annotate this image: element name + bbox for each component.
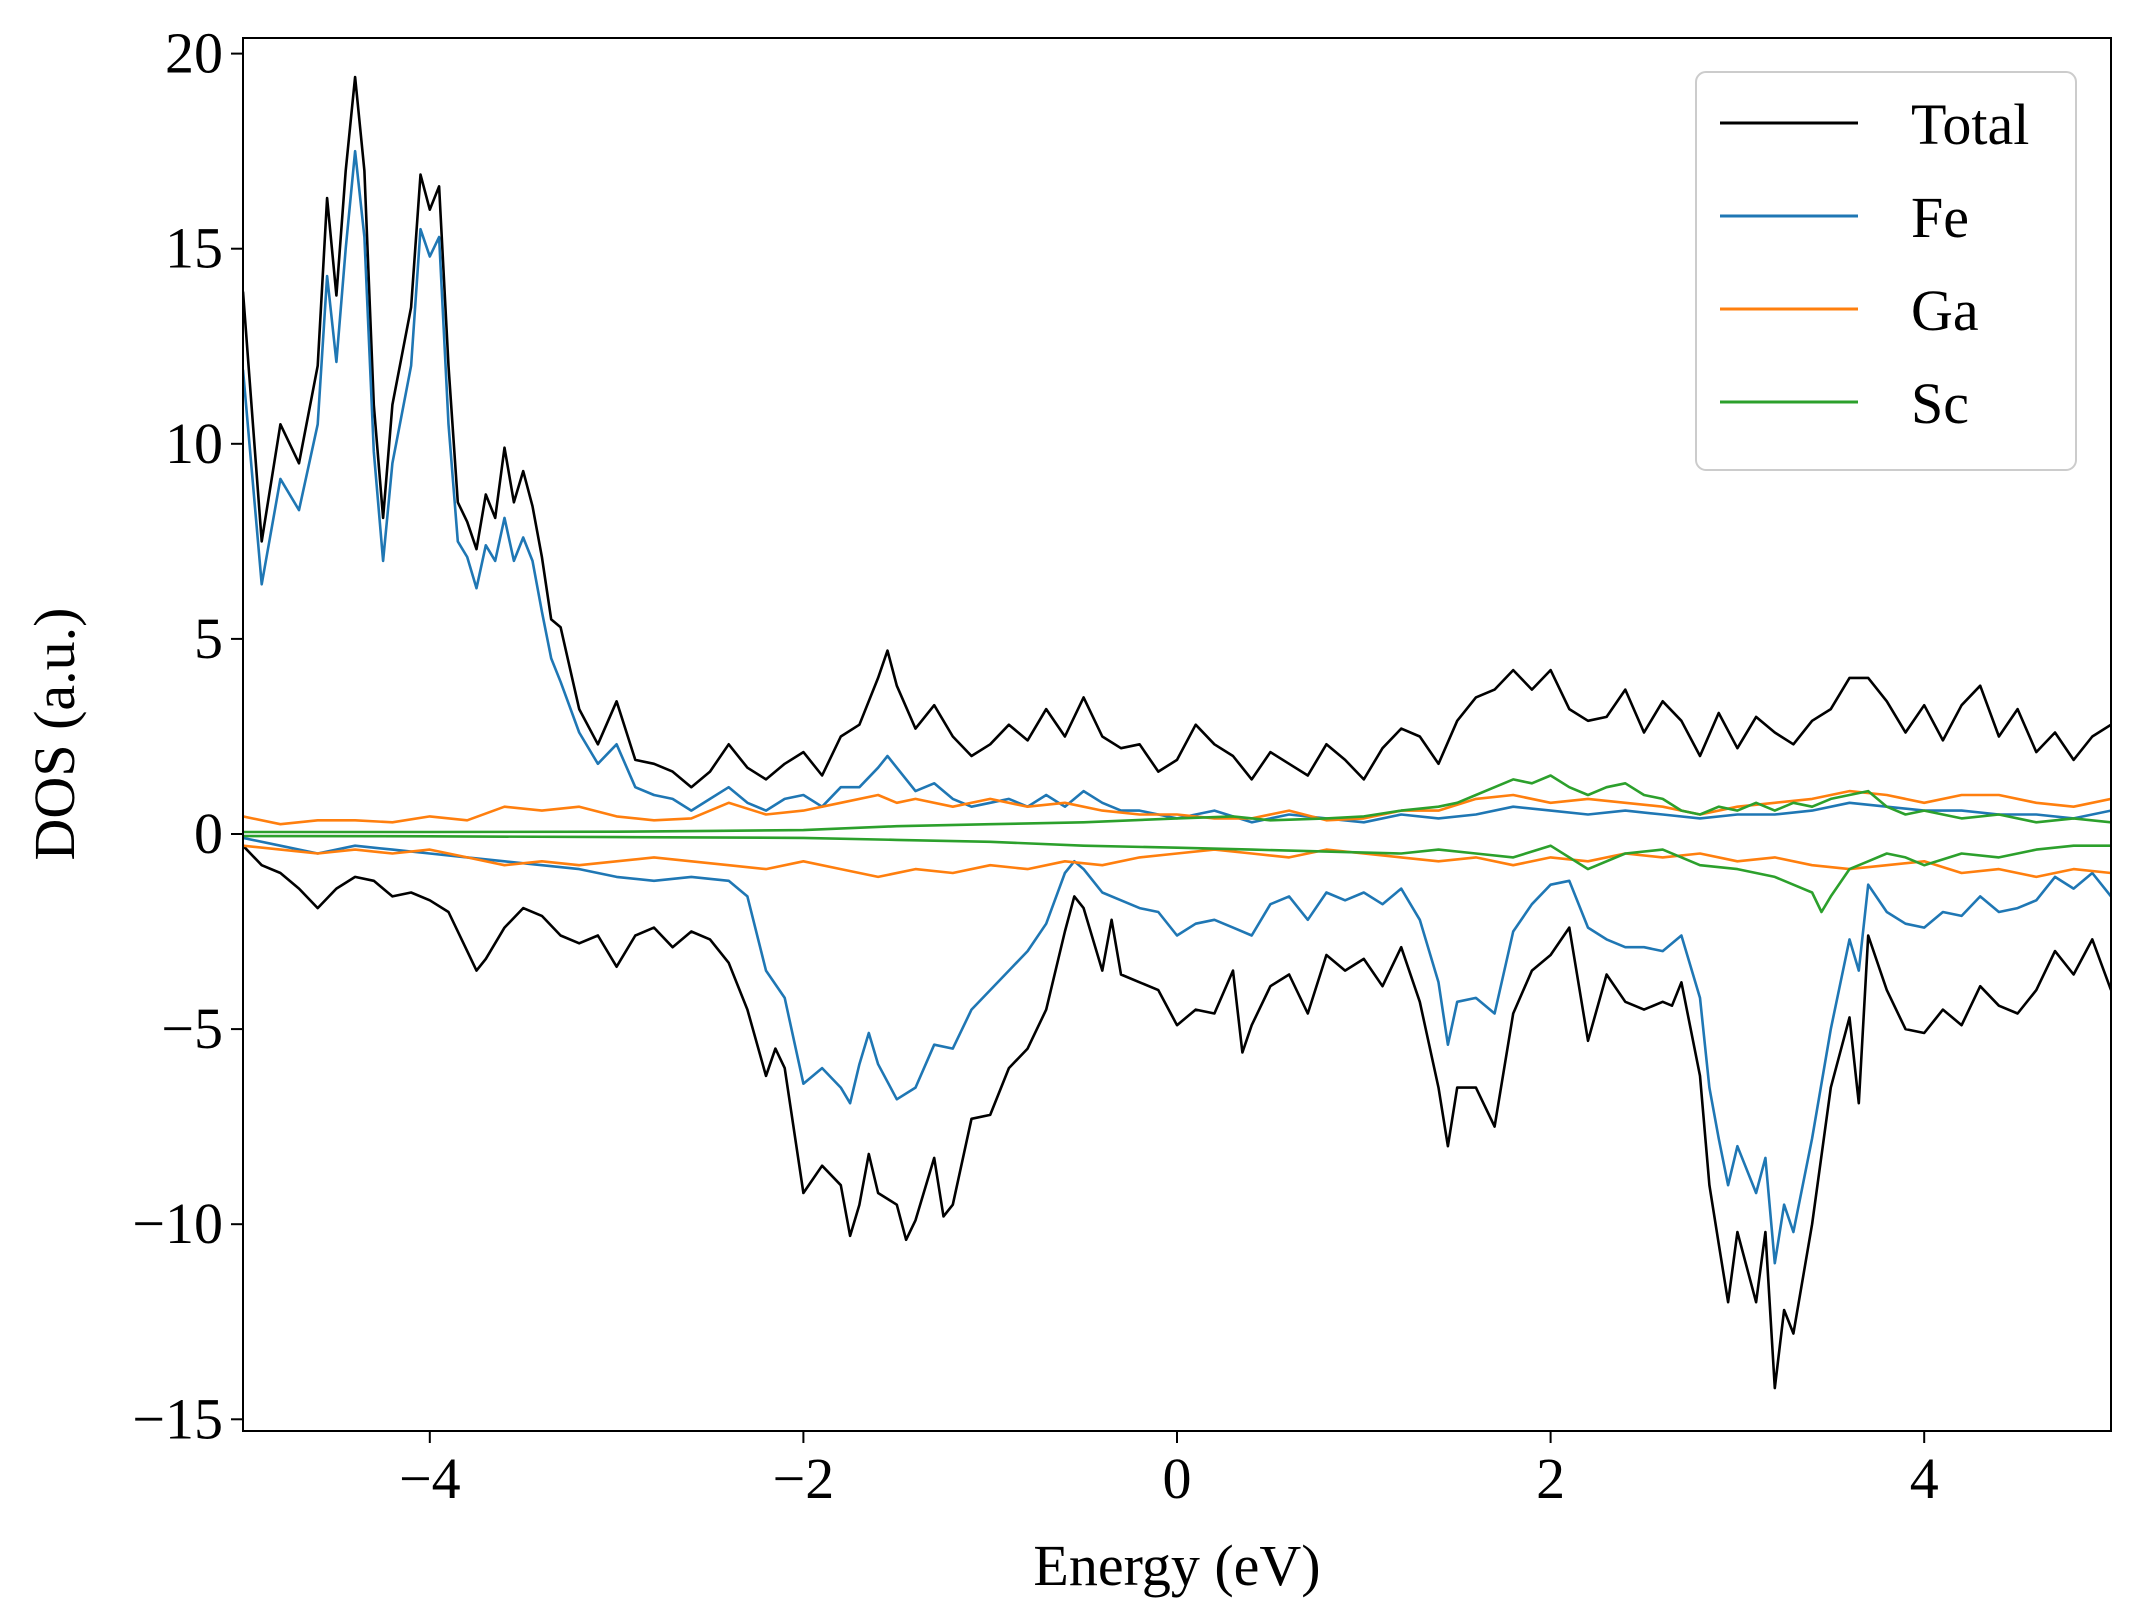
legend-label-fe: Fe <box>1911 185 1969 250</box>
series-layer <box>243 75 2111 1390</box>
x-axis-label: Energy (eV) <box>1033 1533 1320 1598</box>
legend-label-ga: Ga <box>1911 278 1979 343</box>
y-tick-label: 10 <box>165 411 223 476</box>
legend: Total Fe Ga Sc <box>1695 71 2077 471</box>
x-axis: −4 −2 0 2 4 <box>399 1431 1939 1511</box>
y-axis: −15 −10 −5 0 5 10 15 20 <box>132 21 243 1451</box>
x-tick-label: 4 <box>1910 1446 1939 1511</box>
series-line-sc-spin-up <box>243 774 2111 834</box>
x-tick-label: −4 <box>399 1446 461 1511</box>
series-line-total-spin-down <box>243 844 2111 1390</box>
x-tick-label: −2 <box>773 1446 835 1511</box>
legend-label-total: Total <box>1911 92 2029 157</box>
y-tick-label: 20 <box>165 21 223 86</box>
y-tick-label: 0 <box>194 801 223 866</box>
y-tick-label: −5 <box>161 996 223 1061</box>
y-tick-label: −10 <box>132 1191 223 1256</box>
y-tick-label: −15 <box>132 1386 223 1451</box>
y-tick-label: 5 <box>194 606 223 671</box>
y-axis-label: DOS (a.u.) <box>22 608 87 861</box>
series-line-fe-spin-up <box>243 149 2111 824</box>
series-line-sc-spin-down <box>243 834 2111 914</box>
x-tick-label: 2 <box>1536 1446 1565 1511</box>
legend-frame <box>1695 71 2077 471</box>
series-line-fe-spin-down <box>243 836 2111 1265</box>
series-line-total-spin-up <box>243 75 2111 789</box>
series-line-ga-spin-down <box>243 844 2111 879</box>
y-tick-label: 15 <box>165 216 223 281</box>
legend-label-sc: Sc <box>1911 371 1969 436</box>
series-line-ga-spin-up <box>243 789 2111 826</box>
x-tick-label: 0 <box>1163 1446 1192 1511</box>
